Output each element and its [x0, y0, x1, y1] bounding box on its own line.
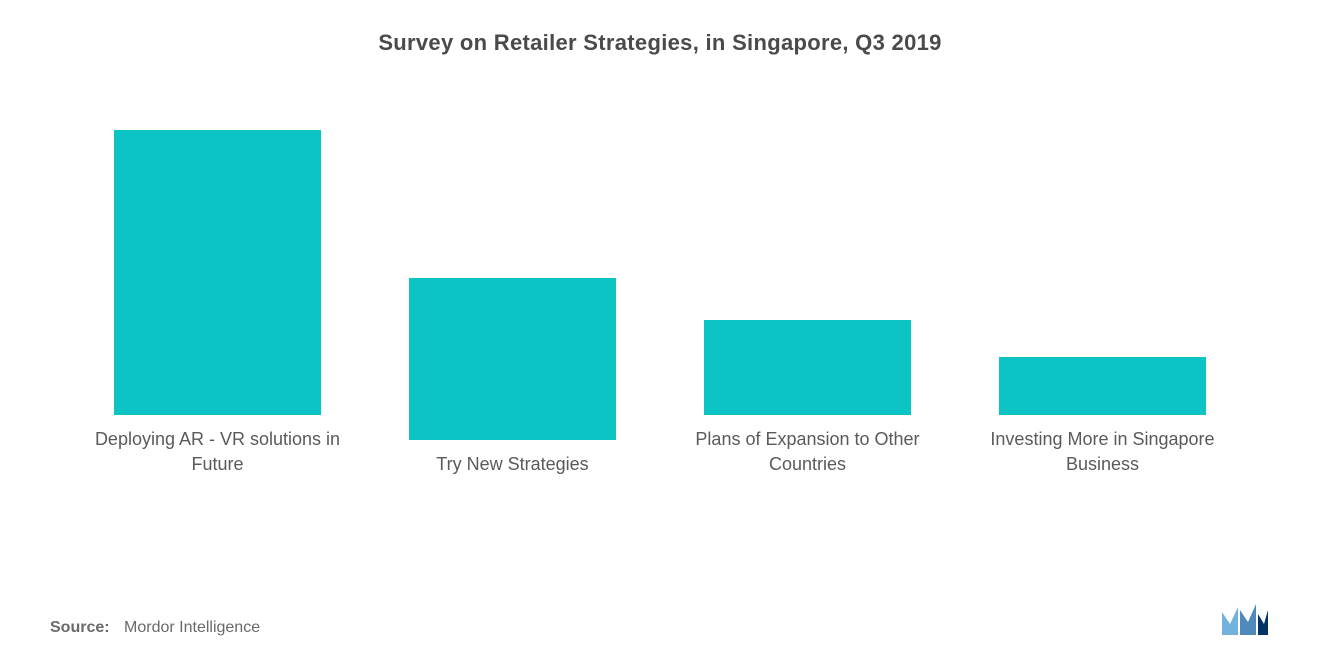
bar-3: [999, 357, 1207, 415]
chart-area: Deploying AR - VR solutions in Future Tr…: [50, 156, 1270, 476]
bar-0: [114, 130, 322, 415]
bar-label-0: Deploying AR - VR solutions in Future: [88, 427, 348, 476]
source-text: Source: Mordor Intelligence: [50, 619, 260, 637]
source-row: Source: Mordor Intelligence: [50, 602, 1270, 637]
bar-group-3: Investing More in Singapore Business: [973, 357, 1233, 476]
logo-icon: [1220, 602, 1270, 637]
bar-label-2: Plans of Expansion to Other Countries: [678, 427, 938, 476]
bar-1: [409, 278, 617, 440]
bar-label-3: Investing More in Singapore Business: [973, 427, 1233, 476]
bar-group-1: Try New Strategies: [383, 278, 643, 476]
bar-group-2: Plans of Expansion to Other Countries: [678, 320, 938, 476]
bar-group-0: Deploying AR - VR solutions in Future: [88, 130, 348, 476]
source-name: Mordor Intelligence: [124, 619, 260, 636]
source-label: Source:: [50, 619, 110, 636]
chart-title: Survey on Retailer Strategies, in Singap…: [50, 30, 1270, 56]
bar-label-1: Try New Strategies: [436, 452, 588, 476]
bar-2: [704, 320, 912, 415]
